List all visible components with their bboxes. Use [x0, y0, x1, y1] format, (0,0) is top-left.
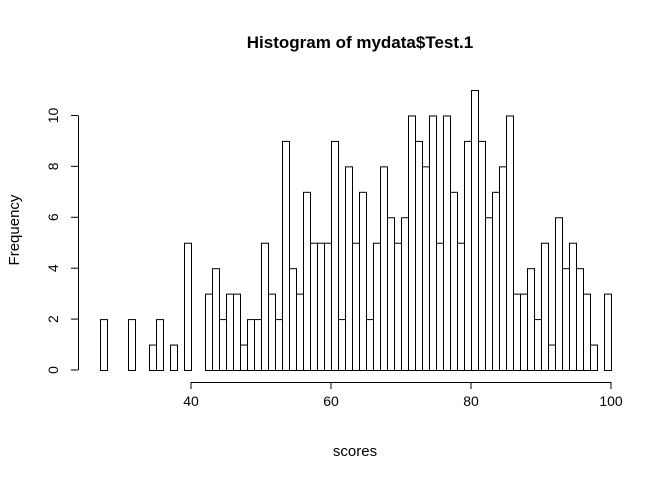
histogram-bar [527, 268, 535, 371]
histogram-bar [331, 140, 339, 371]
x-tick-label: 40 [183, 393, 199, 409]
histogram-bar [499, 166, 507, 371]
histogram-bar [345, 166, 353, 371]
histogram-bar [569, 242, 577, 371]
chart-title: Histogram of mydata$Test.1 [247, 33, 473, 52]
histogram-bar [352, 242, 360, 371]
histogram-bar [317, 242, 325, 371]
histogram-bar [548, 344, 556, 371]
histogram-bar [268, 293, 276, 372]
histogram-bar [443, 115, 451, 371]
histogram-bar [212, 268, 220, 371]
histogram-bar [156, 319, 164, 371]
histogram-bar [492, 191, 500, 371]
histogram-bar [513, 293, 521, 372]
histogram-bar [436, 242, 444, 371]
histogram-bar [541, 242, 549, 371]
histogram-bar [303, 191, 311, 371]
histogram-bar [205, 293, 213, 372]
x-tick-label: 80 [463, 393, 479, 409]
histogram-bar [310, 242, 318, 371]
histogram-bar [100, 319, 108, 371]
histogram-bar [366, 319, 374, 371]
histogram-bar [520, 293, 528, 372]
histogram-bar [359, 191, 367, 371]
histogram-bar [450, 191, 458, 371]
histogram-bar [562, 268, 570, 371]
histogram-bar [226, 293, 234, 372]
y-tick-label: 10 [45, 107, 61, 123]
x-tick-label: 100 [599, 393, 623, 409]
x-tick-label: 60 [323, 393, 339, 409]
histogram-bar [429, 115, 437, 371]
histogram-bar [464, 140, 472, 371]
x-axis-label: scores [333, 443, 377, 460]
histogram-bar [583, 293, 591, 372]
histogram-bar [380, 166, 388, 371]
y-tick-label: 0 [45, 366, 61, 374]
x-axis: 40 60 80 100 [183, 382, 623, 409]
histogram-bar [387, 217, 395, 371]
histogram-bar [485, 217, 493, 371]
histogram-bar [289, 268, 297, 371]
histogram-bar [149, 344, 157, 371]
histogram-bar [457, 242, 465, 371]
y-axis: 0 2 4 6 8 10 [45, 107, 79, 374]
histogram-bar [576, 268, 584, 371]
histogram-bar [422, 166, 430, 371]
histogram-bar [506, 115, 514, 371]
histogram-bar [408, 115, 416, 371]
histogram-bar [394, 242, 402, 371]
histogram-bar [296, 293, 304, 372]
histogram-bar [247, 319, 255, 371]
y-tick-label: 6 [45, 213, 61, 221]
y-tick-label: 4 [45, 264, 61, 272]
y-axis-label: Frequency [6, 194, 23, 265]
histogram-bar [261, 242, 269, 371]
histogram-bar [254, 319, 262, 371]
histogram-bar [373, 242, 381, 371]
histogram-bar [282, 140, 290, 371]
y-tick-label: 2 [45, 315, 61, 323]
histogram-bar [170, 344, 178, 371]
histogram-bar [128, 319, 136, 371]
y-tick-label: 8 [45, 162, 61, 170]
histogram-bar [478, 140, 486, 371]
histogram-bar [219, 319, 227, 371]
histogram-bar [275, 319, 283, 371]
histogram-bar [604, 293, 612, 372]
histogram-bar [184, 242, 192, 371]
histogram-bar [471, 90, 479, 371]
histogram-bar [555, 217, 563, 371]
histogram-bars [100, 90, 612, 372]
histogram-bar [233, 293, 241, 372]
histogram-bar [534, 319, 542, 371]
histogram-bar [415, 140, 423, 371]
histogram-bar [240, 344, 248, 371]
histogram-bar [590, 344, 598, 371]
histogram-bar [338, 319, 346, 371]
histogram-bar [324, 242, 332, 371]
histogram-bar [401, 217, 409, 371]
